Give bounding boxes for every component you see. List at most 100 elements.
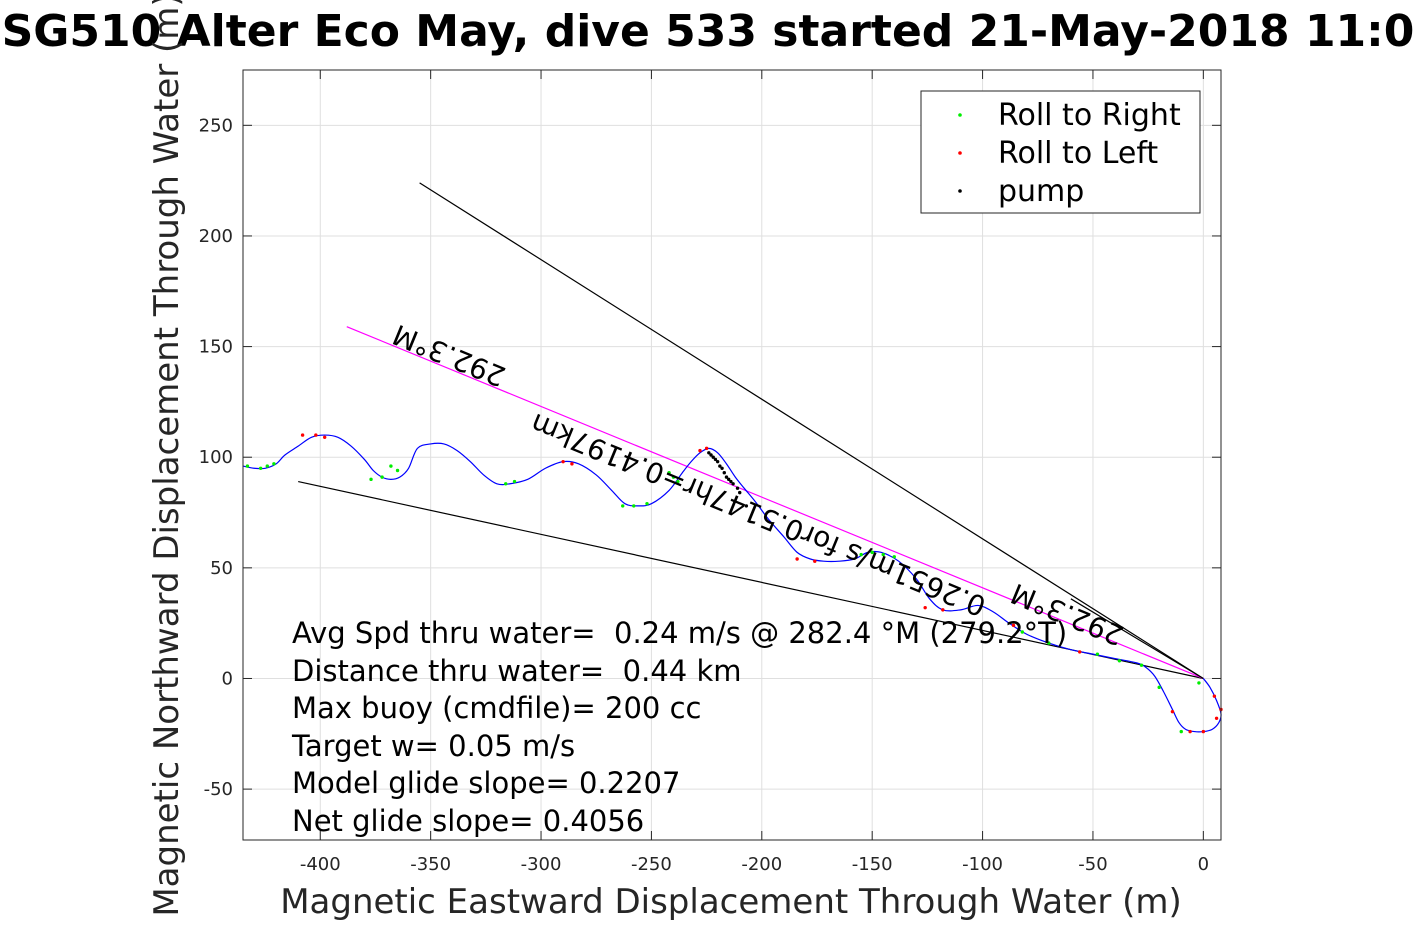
pump-point	[722, 471, 726, 475]
roll-markers	[245, 433, 1223, 734]
roll-left-point	[561, 459, 565, 464]
x-tick-label: -350	[410, 854, 451, 875]
roll-left-point	[923, 605, 927, 610]
roll-left-point	[704, 446, 709, 451]
roll-right-point	[380, 475, 384, 479]
roll-right-point	[676, 479, 680, 484]
x-tick-label: 0	[1198, 854, 1209, 875]
pump-point	[713, 457, 718, 462]
y-tick-label: 200	[199, 226, 233, 247]
roll-right-point	[369, 477, 373, 482]
annotations: Avg Spd thru water= 0.24 m/s @ 282.4 °M …	[291, 616, 1067, 838]
roll-right-point	[1020, 630, 1025, 634]
roll-left-point	[1201, 729, 1206, 734]
legend-label-roll-left: Roll to Left	[998, 136, 1158, 171]
roll-right-point	[667, 471, 671, 475]
pump-point	[726, 477, 731, 482]
line-current	[1070, 598, 1204, 679]
roll-left-point	[1188, 729, 1192, 734]
annotation-distance: Distance thru water= 0.44 km	[292, 654, 742, 688]
legend-marker-roll-right	[958, 113, 962, 117]
y-ticks: -50 0 50 100 150 200 250	[199, 115, 1221, 800]
legend: Roll to Right Roll to Left pump	[920, 90, 1201, 214]
legend-label-pump: pump	[998, 174, 1084, 209]
x-axis-label: Magnetic Eastward Displacement Through W…	[280, 882, 1182, 922]
roll-right-point	[645, 501, 649, 506]
roll-right-point	[621, 504, 625, 508]
annotation-avg-speed: Avg Spd thru water= 0.24 m/s @ 282.4 °M …	[292, 616, 1067, 650]
pump-point	[729, 479, 733, 484]
roll-left-point	[698, 448, 702, 453]
roll-left-point	[314, 433, 318, 437]
roll-left-point	[570, 462, 574, 466]
roll-right-point	[859, 552, 863, 557]
roll-right-point	[395, 468, 400, 473]
roll-right-point	[1117, 659, 1122, 663]
y-tick-label: 0	[222, 668, 233, 689]
roll-right-point	[1047, 641, 1051, 645]
legend-label-roll-right: Roll to Right	[998, 98, 1181, 133]
x-tick-label: -200	[741, 854, 782, 875]
pump-point	[724, 475, 729, 479]
y-axis-label: Magnetic Northward Displacement Through …	[147, 0, 187, 917]
roll-right-point	[1197, 681, 1201, 685]
plot-frame	[242, 69, 1222, 841]
pump-point	[715, 459, 720, 464]
roll-right-point	[245, 464, 250, 468]
roll-left-point	[1212, 694, 1217, 698]
roll-right-point	[1157, 685, 1161, 690]
roll-right-point	[1095, 652, 1100, 656]
x-tick-label: -150	[852, 854, 893, 875]
roll-right-point	[504, 482, 508, 486]
annotation-max-buoy: Max buoy (cmdfile)= 200 cc	[292, 691, 701, 725]
roll-right-point	[870, 550, 874, 555]
pump-point	[744, 504, 749, 508]
annotation-net-glide: Net glide slope= 0.4056	[292, 804, 644, 838]
legend-marker-roll-left	[958, 151, 962, 155]
line-upper-bound	[419, 182, 1204, 679]
roll-right-point	[881, 552, 885, 557]
roll-left-point	[322, 435, 327, 439]
annotation-target-w: Target w= 0.05 m/s	[291, 729, 575, 763]
roll-right-point	[512, 479, 517, 484]
y-tick-label: -50	[204, 779, 233, 800]
x-tick-label: -100	[962, 854, 1003, 875]
annotation-model-glide: Model glide slope= 0.2207	[292, 766, 680, 800]
roll-right-point	[265, 464, 269, 468]
roll-left-point	[1011, 623, 1016, 628]
legend-box	[920, 90, 1201, 214]
pump-point	[720, 466, 724, 470]
pump-point	[738, 490, 742, 495]
reference-lines	[298, 182, 1204, 680]
line-lower-bound	[298, 480, 1204, 680]
roll-left-point	[300, 433, 305, 437]
y-tick-label: 150	[199, 337, 233, 358]
legend-marker-pump	[958, 189, 962, 193]
roll-left-point	[941, 608, 945, 612]
roll-right-point	[389, 464, 393, 468]
line-net-heading	[346, 326, 1204, 680]
y-tick-label: 250	[199, 115, 233, 136]
y-tick-label: 100	[199, 447, 233, 468]
x-tick-label: -400	[300, 854, 341, 875]
pump-point	[711, 455, 715, 459]
roll-right-point	[671, 475, 676, 479]
roll-right-point	[892, 555, 896, 559]
x-tick-label: -250	[631, 854, 672, 875]
roll-right-point	[1179, 729, 1183, 734]
roll-right-point	[632, 504, 636, 508]
pump-point	[731, 482, 735, 486]
x-ticks: -400 -350 -300 -250 -200 -150 -100 -50 0	[300, 70, 1209, 875]
roll-left-point	[1078, 650, 1082, 654]
pump-point	[735, 486, 740, 490]
chart-title: SG510 Alter Eco May, dive 533 started 21…	[2, 6, 1415, 57]
y-tick-label: 50	[210, 558, 233, 579]
roll-left-point	[795, 557, 799, 561]
roll-right-point	[258, 466, 263, 470]
roll-left-point	[1170, 709, 1175, 714]
x-tick-label: -50	[1078, 854, 1107, 875]
x-tick-label: -300	[521, 854, 562, 875]
roll-left-point	[813, 559, 817, 563]
pump-point	[718, 464, 722, 468]
